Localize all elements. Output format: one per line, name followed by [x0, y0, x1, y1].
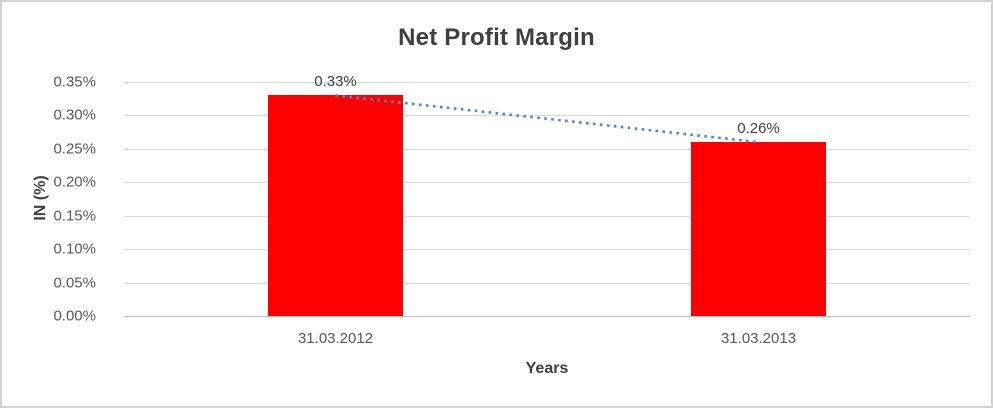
y-tick-label: 0.30% — [53, 106, 96, 124]
y-tick-label: 0.10% — [53, 240, 96, 258]
chart-title: Net Profit Margin — [398, 24, 595, 51]
y-axis-tick-labels: 0.00% 0.05% 0.10% 0.15% 0.20% 0.25% 0.30% 0.35% — [2, 74, 110, 325]
trendline — [335, 94, 759, 144]
y-tick-label: 0.25% — [53, 140, 96, 158]
x-axis-title: Years — [525, 360, 569, 377]
gridline — [124, 182, 970, 184]
gridline — [124, 82, 970, 83]
y-tick-label: 0.20% — [53, 173, 96, 191]
gridline — [124, 282, 970, 284]
x-axis-line — [124, 316, 970, 317]
y-tick-label: 0.05% — [53, 274, 96, 292]
gridline — [124, 115, 970, 117]
plot-area: 0.33% 0.26% — [124, 73, 970, 317]
x-tick-label: 31.03.2012 — [297, 330, 374, 347]
y-tick-label: 0.00% — [53, 307, 96, 325]
bar-31.03.2013 — [691, 142, 826, 316]
gridline — [124, 148, 970, 150]
bar-data-label: 0.33% — [314, 73, 357, 91]
y-tick-label: 0.15% — [53, 207, 96, 225]
x-tick-label: 31.03.2013 — [720, 330, 797, 347]
bar-31.03.2012 — [268, 95, 403, 316]
y-tick-label: 0.35% — [53, 73, 96, 91]
bar-data-label: 0.26% — [737, 120, 780, 138]
gridline — [124, 249, 970, 251]
gridline — [124, 215, 970, 217]
x-axis-tick-labels: 31.03.2012 31.03.2013 — [124, 330, 970, 350]
